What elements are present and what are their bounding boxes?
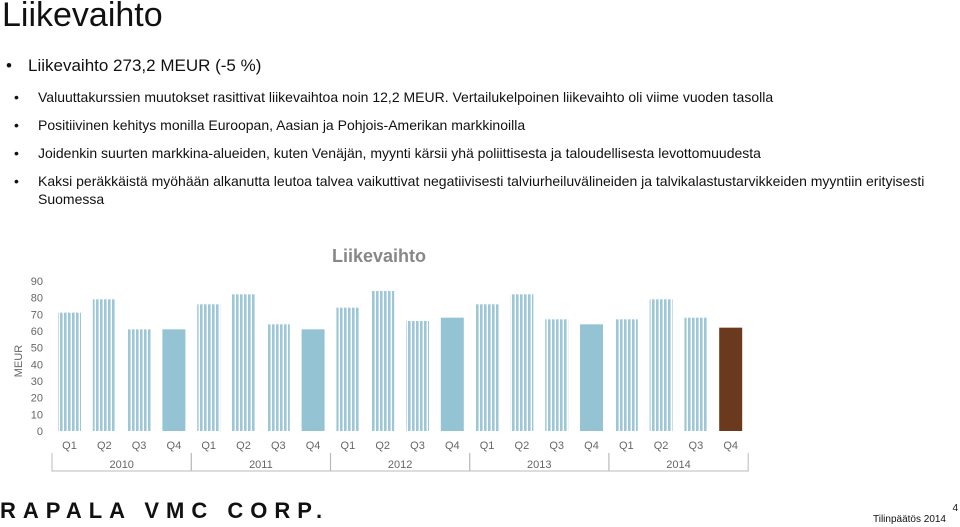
company-logo: RAPALA VMC CORP. bbox=[0, 498, 330, 523]
y-tick-label: 80 bbox=[31, 293, 43, 305]
bar-q1-12 bbox=[475, 304, 499, 431]
x-tick-label: Q1 bbox=[480, 440, 495, 452]
bar-q2-9 bbox=[371, 291, 395, 431]
x-tick-label: Q3 bbox=[549, 440, 564, 452]
bullet-dot: • bbox=[14, 145, 19, 161]
sub-bullet-text: Joidenkin suurten markkina-alueiden, kut… bbox=[38, 145, 761, 161]
bar-q3-6 bbox=[266, 324, 290, 431]
bar-q4-19 bbox=[719, 327, 743, 431]
bar-q3-18 bbox=[684, 317, 708, 431]
y-tick-label: 90 bbox=[31, 276, 43, 288]
y-tick-label: 50 bbox=[31, 343, 43, 355]
year-group-label: 2012 bbox=[388, 459, 412, 471]
x-tick-label: Q3 bbox=[410, 440, 425, 452]
sub-bullet: • Positiivinen kehitys monilla Euroopan, … bbox=[14, 116, 944, 134]
x-tick-label: Q4 bbox=[445, 440, 460, 452]
main-bullet: • Liikevaihto 273,2 MEUR (-5 %) bbox=[6, 56, 261, 76]
bullet-dot: • bbox=[14, 89, 19, 105]
y-axis-ticks: 0 10 20 30 40 50 60 70 80 90 bbox=[31, 276, 43, 438]
x-tick-label: Q4 bbox=[723, 440, 738, 452]
x-tick-label: Q1 bbox=[619, 440, 634, 452]
main-bullet-text: Liikevaihto 273,2 MEUR (-5 %) bbox=[28, 56, 262, 75]
bar-q2-5 bbox=[232, 294, 255, 431]
y-tick-label: 20 bbox=[31, 393, 43, 405]
year-group-label: 2013 bbox=[527, 459, 551, 471]
bar-q2-13 bbox=[510, 294, 534, 431]
bar-q2-17 bbox=[649, 299, 673, 431]
sub-bullet-text: Valuuttakurssien muutokset rasittivat li… bbox=[38, 89, 774, 105]
slide-title: Liikevaihto bbox=[2, 0, 163, 34]
bullet-dot: • bbox=[6, 56, 12, 75]
bullet-dot: • bbox=[14, 173, 19, 189]
x-axis-ticks: Q1 Q2 Q3 Q4 Q1 Q2 Q3 Q4 Q1 Q2 Q3 Q4 Q1 Q2 Q3 Q4 Q1 Q2 Q3 Q4 bbox=[62, 440, 738, 452]
sub-bullet-text: Kaksi peräkkäistä myöhään alkanutta leut… bbox=[38, 173, 925, 207]
y-tick-label: 10 bbox=[31, 409, 43, 421]
x-tick-label: Q1 bbox=[201, 440, 216, 452]
x-tick-label: Q3 bbox=[132, 440, 147, 452]
bar-q3-2 bbox=[127, 329, 151, 431]
chart-title: Liikevaihto bbox=[332, 246, 426, 266]
bar-q1-8 bbox=[336, 307, 360, 431]
year-group-label: 2014 bbox=[666, 459, 690, 471]
sub-bullet-text: Positiivinen kehitys monilla Euroopan, A… bbox=[38, 117, 526, 133]
x-tick-label: Q3 bbox=[689, 440, 704, 452]
page-number: 4 bbox=[952, 503, 958, 514]
x-tick-label: Q3 bbox=[271, 440, 286, 452]
bar-q4-11 bbox=[440, 317, 464, 431]
sub-bullet-list: • Valuuttakurssien muutokset rasittivat l… bbox=[14, 88, 944, 218]
y-tick-label: 60 bbox=[31, 326, 43, 338]
x-tick-label: Q2 bbox=[515, 440, 530, 452]
y-tick-label: 70 bbox=[31, 309, 43, 321]
x-tick-label: Q4 bbox=[306, 440, 321, 452]
bullet-dot: • bbox=[14, 117, 19, 133]
sub-bullet: • Kaksi peräkkäistä myöhään alkanutta leu… bbox=[14, 172, 944, 208]
x-tick-label: Q2 bbox=[236, 440, 251, 452]
year-group-label: 2010 bbox=[109, 459, 133, 471]
x-tick-label: Q4 bbox=[584, 440, 599, 452]
y-tick-label: 40 bbox=[31, 359, 43, 371]
sub-bullet: • Joidenkin suurten markkina-alueiden, ku… bbox=[14, 144, 944, 162]
bar-q1-4 bbox=[197, 304, 221, 431]
bars bbox=[58, 291, 743, 431]
bar-q1-0 bbox=[58, 312, 81, 431]
bar-q2-1 bbox=[92, 299, 116, 431]
x-tick-label: Q1 bbox=[62, 440, 77, 452]
x-tick-label: Q4 bbox=[167, 440, 182, 452]
sub-bullet: • Valuuttakurssien muutokset rasittivat l… bbox=[14, 88, 944, 106]
y-tick-label: 30 bbox=[31, 376, 43, 388]
bar-q4-7 bbox=[301, 329, 325, 431]
footer-caption: Tilinpäätös 2014 bbox=[872, 514, 946, 525]
year-group-bracket bbox=[608, 453, 749, 472]
year-groups: 2010 2011 2012 2013 2014 bbox=[51, 453, 749, 472]
year-group-label: 2011 bbox=[249, 459, 273, 471]
y-tick-label: 0 bbox=[37, 426, 43, 438]
bar-q1-16 bbox=[614, 319, 638, 431]
y-axis-label: MEUR bbox=[13, 345, 25, 377]
bar-q4-15 bbox=[580, 324, 603, 431]
bar-q3-14 bbox=[545, 319, 569, 431]
x-tick-label: Q2 bbox=[97, 440, 112, 452]
bar-q3-10 bbox=[406, 321, 429, 431]
x-tick-label: Q1 bbox=[341, 440, 356, 452]
x-tick-label: Q2 bbox=[654, 440, 669, 452]
x-tick-label: Q2 bbox=[375, 440, 390, 452]
bar-q4-3 bbox=[162, 329, 186, 431]
